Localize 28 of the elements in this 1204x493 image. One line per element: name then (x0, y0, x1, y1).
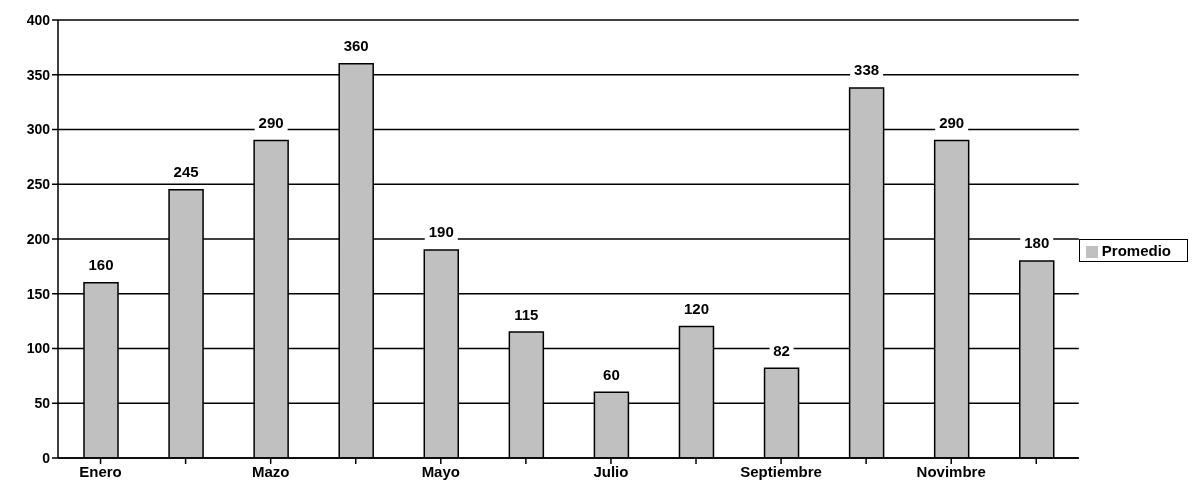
x-tick-label: Mayo (421, 462, 460, 480)
data-label: 60 (603, 365, 620, 383)
data-label: 338 (854, 61, 880, 79)
legend-label: Promedio (1101, 242, 1171, 259)
data-label: 115 (514, 305, 539, 323)
y-tick-label: 50 (34, 395, 51, 412)
data-label: 180 (1024, 234, 1050, 252)
data-label: 360 (343, 37, 369, 55)
data-label: 120 (683, 300, 709, 318)
y-tick-label: 350 (26, 66, 51, 83)
y-tick-label: 250 (26, 176, 51, 193)
y-tick-label: 400 (26, 11, 51, 28)
y-tick-label: 200 (26, 230, 51, 247)
y-tick-label: 150 (26, 285, 51, 302)
data-label: 245 (173, 163, 199, 181)
x-tick-label: Septiembre (740, 462, 822, 480)
x-tick-label: Novimbre (916, 462, 986, 480)
x-tick-label: Enero (79, 462, 122, 480)
data-label: 290 (258, 113, 284, 131)
x-tick-label: Julio (593, 462, 629, 480)
data-label: 82 (773, 341, 790, 359)
y-tick-label: 300 (26, 121, 51, 138)
data-label: 190 (428, 223, 454, 241)
y-tick-label: 100 (26, 340, 51, 357)
x-tick-label: Mazo (251, 462, 290, 480)
data-label: 160 (88, 256, 114, 274)
y-tick-label: 0 (42, 449, 51, 466)
data-label: 290 (939, 113, 965, 131)
